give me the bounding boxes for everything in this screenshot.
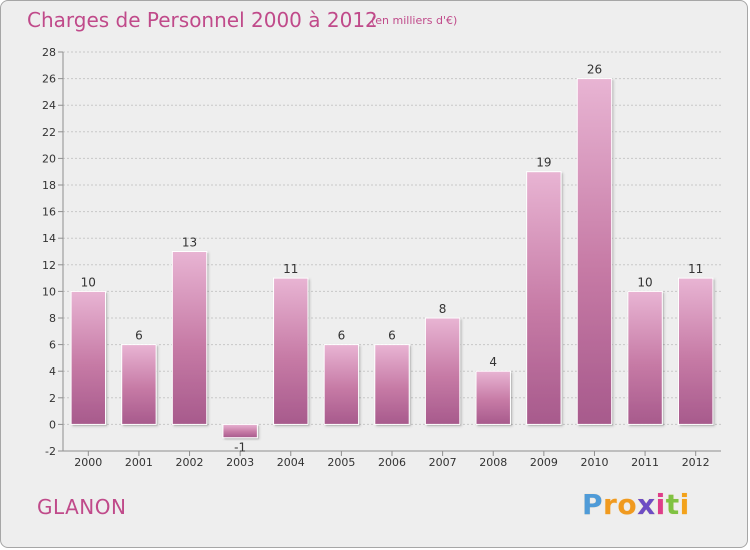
y-tick-label: 8 <box>49 312 56 325</box>
bar <box>70 290 107 425</box>
y-tick-label: 4 <box>49 365 56 378</box>
bar <box>475 370 511 425</box>
bar <box>273 277 309 425</box>
bar <box>171 251 208 425</box>
bar <box>374 344 410 425</box>
x-tick-label: 2001 <box>125 456 153 469</box>
value-label: 13 <box>182 236 197 250</box>
bar <box>121 344 157 425</box>
value-label: 19 <box>536 156 551 170</box>
value-label: 6 <box>135 329 143 343</box>
y-tick-label: 6 <box>49 339 56 352</box>
y-tick-label: -2 <box>45 445 56 458</box>
value-label: 26 <box>587 63 602 77</box>
x-tick-label: 2002 <box>176 456 204 469</box>
x-tick-label: 2010 <box>580 456 608 469</box>
x-tick-label: 2011 <box>631 456 659 469</box>
value-label: 10 <box>81 275 96 289</box>
y-tick-label: 0 <box>49 418 56 431</box>
value-label: 11 <box>283 262 298 276</box>
x-tick-label: 2005 <box>327 456 355 469</box>
proxiti-logo: Proxiti <box>582 488 690 521</box>
value-label: 4 <box>489 355 497 369</box>
value-label: 6 <box>388 329 396 343</box>
location-label: GLANON <box>37 495 127 519</box>
bar <box>576 78 613 425</box>
value-label: 8 <box>439 302 447 316</box>
value-label: 6 <box>338 329 346 343</box>
labels-layer: 10 6 13 -1 11 6 6 8 4 19 26 10 11 <box>81 63 704 455</box>
x-tick-label: 2003 <box>226 456 254 469</box>
y-tick-label: 10 <box>42 285 56 298</box>
y-tick-label: 22 <box>42 126 56 139</box>
bar <box>323 344 360 425</box>
bar <box>526 171 562 425</box>
bars-layer <box>70 78 715 440</box>
x-tick-label: 2004 <box>277 456 305 469</box>
value-label: 10 <box>637 275 652 289</box>
value-label: -1 <box>234 441 246 455</box>
y-tick-label: 24 <box>42 99 56 112</box>
x-tick-label: 2000 <box>74 456 102 469</box>
x-tick-label: 2008 <box>479 456 507 469</box>
chart-subtitle: (en milliers d'€) <box>371 14 458 27</box>
bar <box>677 277 714 425</box>
y-tick-label: 20 <box>42 152 56 165</box>
x-tick-label: 2012 <box>682 456 710 469</box>
y-tick-label: 2 <box>49 392 56 405</box>
y-tick-label: 12 <box>42 259 56 272</box>
value-label: 11 <box>688 262 703 276</box>
bar <box>627 290 663 425</box>
x-tick-label: 2006 <box>378 456 406 469</box>
y-tick-label: 16 <box>42 206 56 219</box>
y-tick-label: 26 <box>42 73 56 86</box>
x-tick-label: 2007 <box>429 456 457 469</box>
y-tick-label: 14 <box>42 232 56 245</box>
y-tick-label: 18 <box>42 179 56 192</box>
bar <box>222 423 258 439</box>
x-tick-label: 2009 <box>530 456 558 469</box>
chart-title: Charges de Personnel 2000 à 2012 <box>27 8 378 32</box>
y-tick-label: 28 <box>42 46 56 59</box>
bar <box>424 317 461 425</box>
